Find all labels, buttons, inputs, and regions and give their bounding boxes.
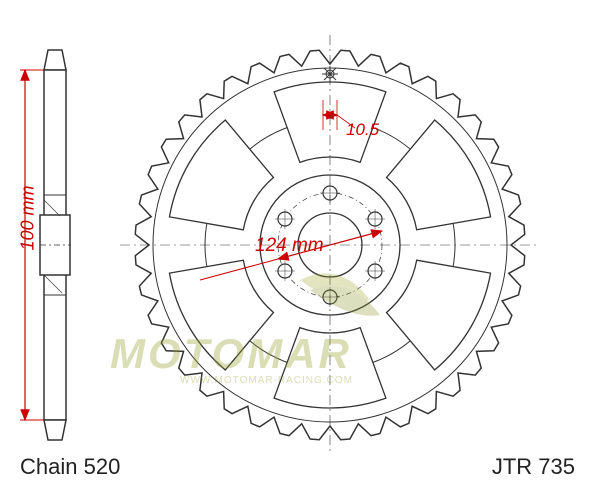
chain-spec-label: Chain 520 [20,454,120,480]
pcd-label: 124 mm [255,235,324,257]
side-height-label: 100 mm [18,185,39,250]
bolt-diameter-label: 10.5 [346,120,379,140]
diagram-container: 100 mm 10.5 124 mm Chain 520 JTR 735 MOT… [0,0,600,500]
logo-icon [322,66,338,82]
side-profile [40,50,70,440]
part-number-label: JTR 735 [492,454,575,480]
